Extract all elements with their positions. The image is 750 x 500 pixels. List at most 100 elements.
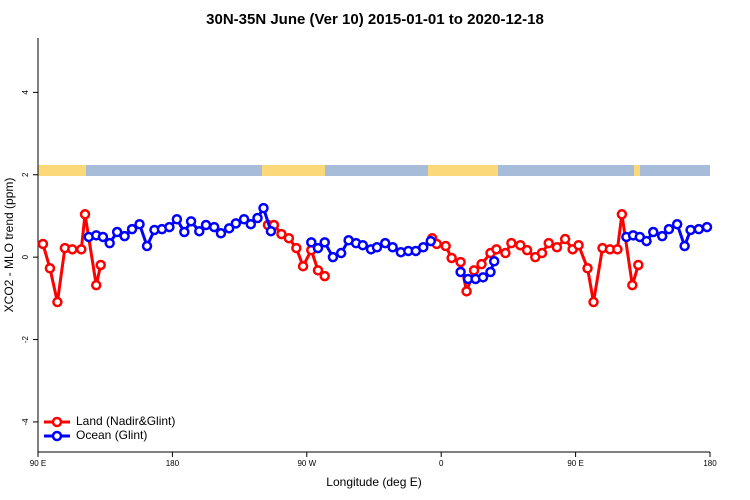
point bbox=[500, 247, 511, 259]
point bbox=[312, 265, 324, 276]
point bbox=[252, 212, 263, 224]
point bbox=[387, 242, 398, 253]
point bbox=[656, 230, 668, 242]
x-tick-label: 180 bbox=[166, 459, 180, 468]
point bbox=[612, 244, 623, 255]
point bbox=[327, 251, 339, 263]
point bbox=[126, 223, 138, 235]
point bbox=[685, 224, 696, 236]
point bbox=[97, 231, 109, 243]
point bbox=[671, 218, 683, 230]
point bbox=[223, 223, 235, 234]
ocean-strip bbox=[38, 165, 710, 176]
y-tick-label: 2 bbox=[21, 172, 30, 177]
point bbox=[90, 279, 102, 291]
point bbox=[446, 252, 457, 264]
point bbox=[111, 226, 123, 238]
point bbox=[76, 244, 87, 255]
point bbox=[164, 221, 175, 233]
point bbox=[627, 279, 638, 291]
point bbox=[245, 218, 257, 230]
point bbox=[488, 256, 500, 267]
chart-title: 30N-35N June (Ver 10) 2015-01-01 to 2020… bbox=[206, 11, 544, 28]
point bbox=[477, 272, 489, 283]
point bbox=[559, 233, 571, 245]
point bbox=[455, 256, 466, 268]
point bbox=[44, 263, 56, 274]
point bbox=[515, 239, 526, 251]
point bbox=[491, 244, 502, 255]
point bbox=[119, 230, 130, 242]
point bbox=[37, 238, 49, 250]
y-tick-label: 4 bbox=[21, 90, 30, 95]
point bbox=[461, 286, 472, 297]
point bbox=[701, 221, 713, 233]
point bbox=[693, 223, 705, 235]
point bbox=[468, 265, 480, 276]
point bbox=[648, 226, 659, 238]
point bbox=[67, 244, 78, 255]
point bbox=[371, 242, 383, 253]
land-strip bbox=[634, 165, 640, 176]
legend-marker bbox=[51, 416, 63, 428]
legend-marker bbox=[51, 430, 63, 442]
y-axis-label: XCO2 - MLO trend (ppm) bbox=[2, 178, 16, 313]
x-tick-label: 180 bbox=[703, 459, 717, 468]
legend-label: Land (Nadir&Glint) bbox=[76, 414, 175, 428]
y-tick-label: -4 bbox=[21, 418, 30, 426]
point bbox=[543, 237, 554, 249]
point bbox=[418, 242, 429, 253]
x-tick-label: 90 E bbox=[30, 459, 46, 468]
point bbox=[616, 209, 628, 220]
point bbox=[95, 259, 106, 271]
land-mask-strip bbox=[38, 165, 710, 176]
point bbox=[357, 239, 369, 251]
point bbox=[440, 240, 451, 252]
point bbox=[185, 216, 197, 227]
point bbox=[582, 263, 593, 274]
point bbox=[379, 237, 391, 249]
point bbox=[521, 244, 533, 256]
land-strip bbox=[38, 165, 86, 176]
point bbox=[551, 242, 563, 253]
point bbox=[536, 247, 548, 259]
land-strip bbox=[428, 165, 498, 176]
point bbox=[679, 240, 690, 252]
point bbox=[238, 214, 250, 225]
point bbox=[265, 225, 277, 237]
point bbox=[588, 296, 599, 308]
point bbox=[79, 209, 91, 220]
point bbox=[306, 237, 317, 248]
point bbox=[171, 214, 183, 225]
point bbox=[573, 239, 584, 251]
point bbox=[104, 237, 115, 249]
point bbox=[283, 232, 295, 244]
point bbox=[134, 218, 145, 230]
point bbox=[141, 240, 153, 252]
point bbox=[215, 228, 227, 239]
x-tick-label: 90 W bbox=[297, 459, 316, 468]
point bbox=[425, 235, 436, 247]
y-tick-label: 0 bbox=[21, 254, 30, 259]
point bbox=[230, 218, 242, 229]
point bbox=[312, 242, 324, 254]
x-axis-label: Longitude (deg E) bbox=[326, 475, 421, 489]
point bbox=[476, 258, 487, 270]
x-tick-label: 0 bbox=[439, 459, 444, 468]
point bbox=[179, 226, 190, 238]
point bbox=[194, 225, 205, 237]
point bbox=[208, 221, 220, 233]
point bbox=[258, 202, 269, 214]
point bbox=[319, 270, 330, 282]
point bbox=[663, 223, 675, 235]
point bbox=[319, 237, 330, 248]
point bbox=[200, 219, 212, 231]
point bbox=[506, 237, 517, 249]
point bbox=[485, 266, 496, 278]
point bbox=[52, 296, 63, 308]
point bbox=[641, 235, 652, 247]
legend-label: Ocean (Glint) bbox=[76, 428, 147, 442]
point bbox=[455, 266, 466, 278]
